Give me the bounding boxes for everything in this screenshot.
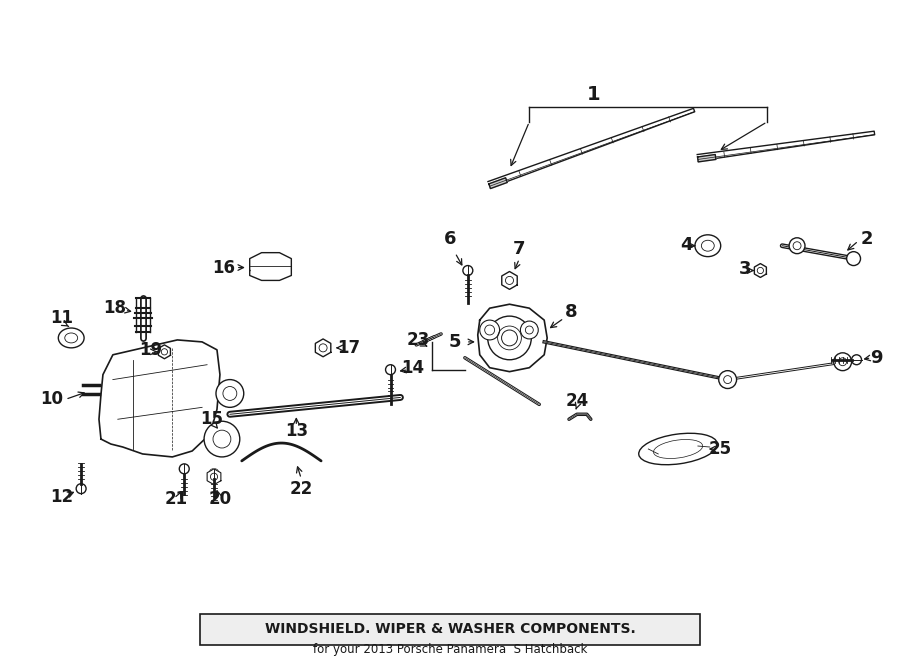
Text: 13: 13 bbox=[284, 422, 308, 440]
Text: 16: 16 bbox=[212, 258, 236, 276]
Polygon shape bbox=[502, 272, 518, 290]
Polygon shape bbox=[698, 155, 716, 162]
Circle shape bbox=[209, 469, 219, 479]
Text: 23: 23 bbox=[407, 331, 430, 349]
Polygon shape bbox=[698, 131, 875, 161]
Text: 10: 10 bbox=[40, 391, 63, 408]
Circle shape bbox=[385, 365, 395, 375]
Polygon shape bbox=[249, 253, 292, 280]
Text: 1: 1 bbox=[587, 85, 600, 104]
Circle shape bbox=[216, 379, 244, 407]
Ellipse shape bbox=[639, 433, 717, 465]
Text: 4: 4 bbox=[680, 236, 692, 254]
Text: 25: 25 bbox=[708, 440, 732, 458]
Circle shape bbox=[204, 421, 239, 457]
Polygon shape bbox=[315, 339, 331, 357]
Text: for your 2013 Porsche Panamera  S Hatchback: for your 2013 Porsche Panamera S Hatchba… bbox=[313, 642, 587, 656]
Text: 20: 20 bbox=[209, 490, 231, 508]
Text: 6: 6 bbox=[444, 230, 456, 248]
Text: 3: 3 bbox=[739, 260, 752, 278]
Text: 24: 24 bbox=[565, 393, 589, 410]
Text: 22: 22 bbox=[290, 480, 313, 498]
Polygon shape bbox=[754, 264, 767, 278]
Ellipse shape bbox=[695, 235, 721, 256]
Circle shape bbox=[463, 266, 473, 276]
Text: 2: 2 bbox=[860, 230, 873, 248]
Polygon shape bbox=[489, 178, 508, 188]
Text: 11: 11 bbox=[50, 309, 73, 327]
Circle shape bbox=[833, 353, 851, 371]
Text: 15: 15 bbox=[201, 410, 223, 428]
Polygon shape bbox=[488, 108, 695, 188]
Circle shape bbox=[789, 238, 805, 254]
Polygon shape bbox=[207, 469, 220, 485]
Text: 5: 5 bbox=[449, 333, 461, 351]
Text: 12: 12 bbox=[50, 488, 73, 506]
Circle shape bbox=[179, 464, 189, 474]
Ellipse shape bbox=[58, 328, 84, 348]
Text: 17: 17 bbox=[338, 339, 360, 357]
FancyBboxPatch shape bbox=[200, 613, 700, 645]
Circle shape bbox=[719, 371, 736, 389]
Text: 21: 21 bbox=[165, 490, 188, 508]
Polygon shape bbox=[478, 304, 547, 371]
Text: 9: 9 bbox=[870, 349, 883, 367]
Text: 14: 14 bbox=[400, 359, 424, 377]
Text: 19: 19 bbox=[139, 341, 162, 359]
Polygon shape bbox=[99, 340, 220, 457]
Text: 7: 7 bbox=[513, 240, 526, 258]
Circle shape bbox=[520, 321, 538, 339]
Circle shape bbox=[847, 252, 860, 266]
Text: WINDSHIELD. WIPER & WASHER COMPONENTS.: WINDSHIELD. WIPER & WASHER COMPONENTS. bbox=[265, 623, 635, 637]
Text: 18: 18 bbox=[104, 299, 126, 317]
Circle shape bbox=[480, 320, 500, 340]
Circle shape bbox=[501, 330, 518, 346]
Circle shape bbox=[851, 355, 861, 365]
Circle shape bbox=[488, 316, 531, 360]
Text: 8: 8 bbox=[564, 303, 577, 321]
Polygon shape bbox=[158, 345, 170, 359]
Circle shape bbox=[76, 484, 86, 494]
